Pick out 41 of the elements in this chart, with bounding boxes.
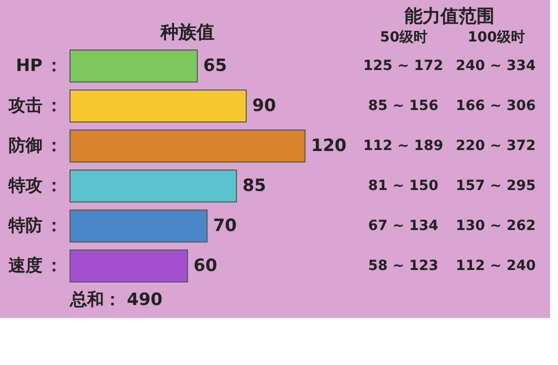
text: ： [46,136,62,156]
bar [70,50,198,82]
text: ： [46,256,62,276]
y-tick-label: HP [16,56,42,76]
text: 81 ~ 150 [368,178,439,194]
text: 100级时 [468,30,525,46]
bar [70,250,188,282]
bar [70,130,306,162]
bar [70,90,247,122]
text: 总和： 490 [69,290,163,310]
text: ： [46,176,62,196]
data-label: 90 [252,96,276,116]
chart-title: 种族值 [160,22,214,43]
data-label: 60 [194,256,218,276]
text: 50级时 [380,30,428,46]
text: 85 ~ 156 [368,98,438,114]
y-tick-label: 攻击 [8,96,42,116]
data-label: 85 [242,176,266,196]
data-label: 120 [311,136,347,156]
data-label: 70 [213,216,237,236]
text: 125 ~ 172 [363,58,444,74]
y-tick-label: 速度 [8,256,42,276]
y-tick-label: 防御 [8,136,42,156]
text: 58 ~ 123 [368,258,438,274]
y-tick-label: 特攻 [8,176,42,196]
text: 130 ~ 262 [456,218,536,234]
text: 能力值范围 [404,6,494,27]
text: ： [46,56,62,76]
text: 240 ~ 334 [456,58,536,74]
text: 166 ~ 306 [456,98,536,114]
bar [70,210,208,242]
bar [70,170,237,202]
data-label: 65 [203,56,227,76]
text: 67 ~ 134 [368,218,439,234]
text: 220 ~ 372 [456,138,536,154]
text: 112 ~ 240 [456,258,536,274]
text: ： [46,216,62,236]
y-tick-label: 特防 [8,216,42,236]
text: 157 ~ 295 [456,178,536,194]
text: ： [46,96,62,116]
text: 112 ~ 189 [363,138,444,154]
